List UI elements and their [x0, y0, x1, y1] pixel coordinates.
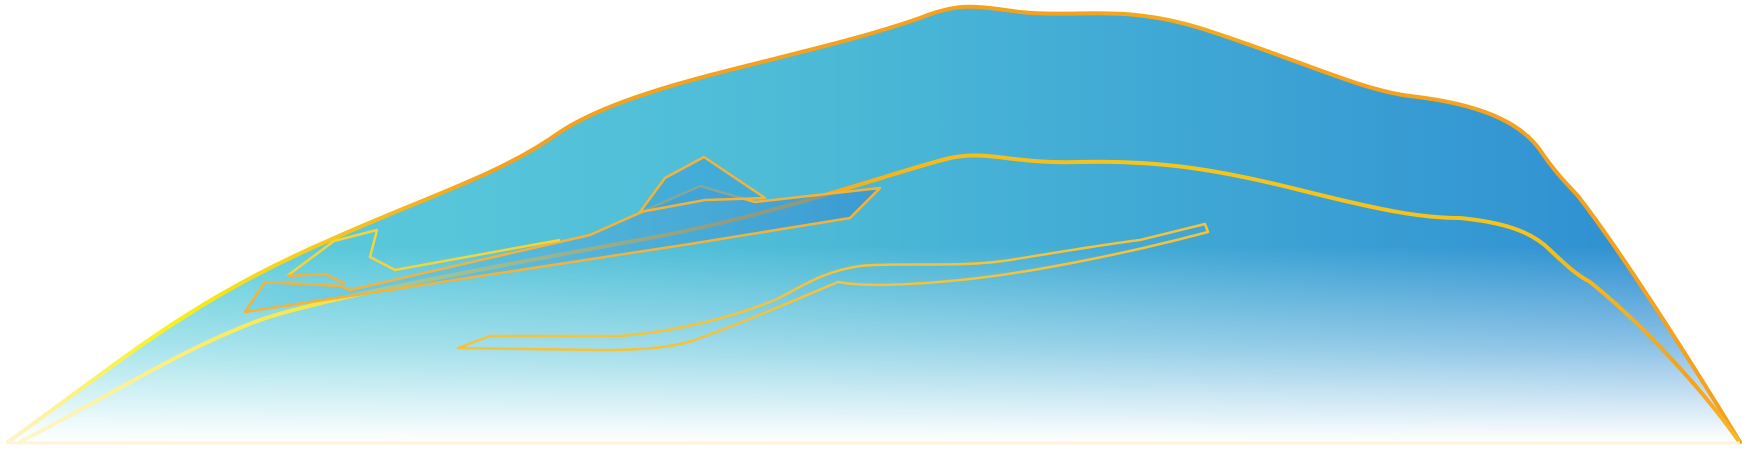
- mountain-outline: [6, 4, 1742, 444]
- boat-cabin: [638, 155, 767, 214]
- boat-stern-flag: [286, 228, 561, 278]
- boat-stern-deck: [286, 272, 346, 286]
- mountain-fade: [8, 6, 1740, 443]
- inner-ridge-line: [18, 153, 1740, 444]
- small-boat-outline: [456, 222, 1210, 352]
